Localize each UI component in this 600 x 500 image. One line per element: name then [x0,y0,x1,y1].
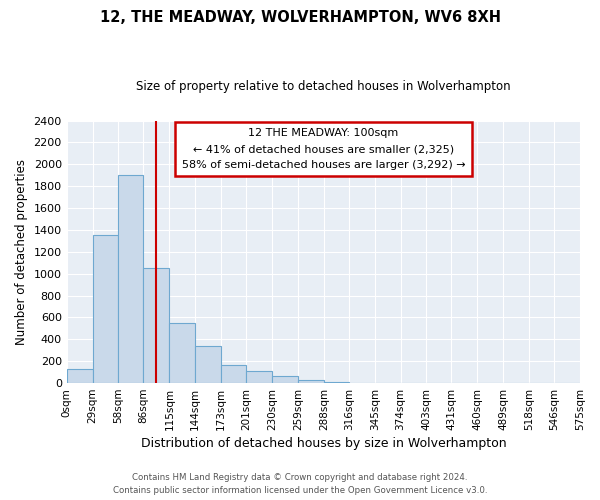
Bar [298,380,324,383]
Bar [349,382,374,383]
Bar [246,371,272,383]
Text: Contains HM Land Registry data © Crown copyright and database right 2024.
Contai: Contains HM Land Registry data © Crown c… [113,474,487,495]
Y-axis label: Number of detached properties: Number of detached properties [15,159,28,345]
Bar [195,346,221,383]
Title: Size of property relative to detached houses in Wolverhampton: Size of property relative to detached ho… [136,80,511,93]
Text: 12, THE MEADWAY, WOLVERHAMPTON, WV6 8XH: 12, THE MEADWAY, WOLVERHAMPTON, WV6 8XH [100,10,500,25]
Bar [272,376,298,383]
Bar [324,382,349,383]
Text: 12 THE MEADWAY: 100sqm
← 41% of detached houses are smaller (2,325)
58% of semi-: 12 THE MEADWAY: 100sqm ← 41% of detached… [182,128,465,170]
Bar [67,370,92,383]
Bar [221,365,246,383]
Bar [118,175,143,383]
X-axis label: Distribution of detached houses by size in Wolverhampton: Distribution of detached houses by size … [140,437,506,450]
Bar [169,323,195,383]
Bar [143,268,169,383]
Bar [92,236,118,383]
